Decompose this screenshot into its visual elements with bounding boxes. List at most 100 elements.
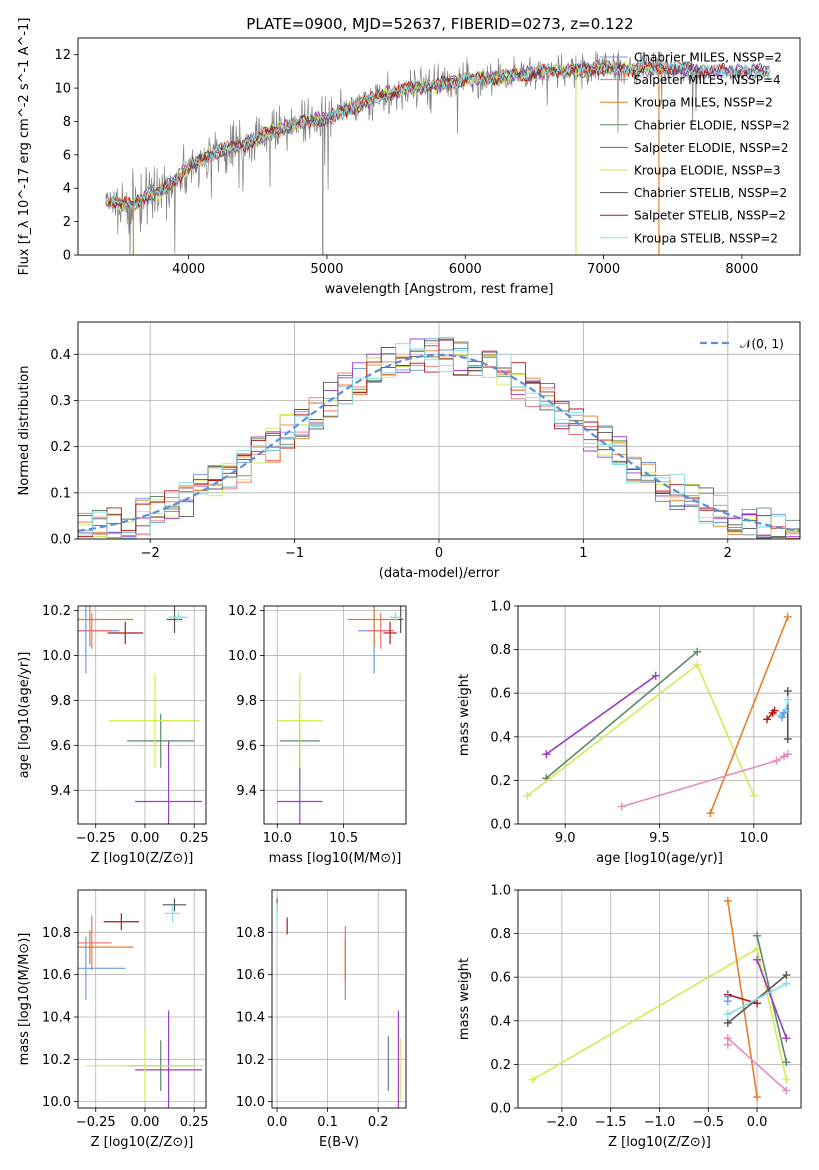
plot-area (276, 898, 402, 1108)
y-tick-label: 0.0 (490, 1102, 511, 1117)
x-tick-label: 0.0 (747, 1115, 768, 1130)
x-axis-label: wavelength [Angstrom, rest frame] (325, 282, 554, 297)
plot-area (528, 896, 791, 1102)
x-tick-label: 9.5 (649, 831, 670, 846)
x-tick-label: −2.0 (546, 1115, 578, 1130)
x-tick-label: 1 (579, 546, 587, 561)
y-tick-label: 9.8 (236, 694, 257, 709)
y-tick-label: 10.6 (236, 968, 265, 983)
plot-area (78, 606, 203, 824)
y-axis-label: Flux [f_λ 10^-17 erg cm^-2 s^-1 A^-1] (17, 18, 32, 276)
y-tick-label: 10.8 (236, 926, 265, 941)
y-tick-label: 10.6 (42, 968, 71, 983)
x-tick-label: −1 (285, 546, 304, 561)
y-tick-label: 9.8 (50, 694, 71, 709)
y-axis-label: Normed distribution (17, 366, 32, 496)
series-line (709, 616, 789, 814)
data-spectrum (105, 50, 701, 255)
x-axis-label: Z [log10(Z/Z⊙)] (91, 851, 194, 866)
x-tick-label: 0.0 (267, 1115, 288, 1130)
panel-mass-vs-Z: −0.25 0.00 0.25 10.0 10.2 10.4 10.6 10.8 Z [log1… (17, 889, 209, 1150)
y-tick-label: 0.4 (490, 1014, 511, 1029)
plot-frame (517, 889, 802, 1109)
y-tick-label: 10.2 (42, 1053, 71, 1068)
panel-mass-vs-EBV: 0.0 0.1 0.2 10.0 10.2 10.4 10.6 10.8 E(B-V) (236, 889, 407, 1150)
y-tick-label: 0.4 (50, 348, 71, 363)
y-tick-label: 0.2 (50, 440, 71, 455)
x-tick-label: 8000 (725, 262, 758, 277)
legend-label: Kroupa ELODIE, NSSP=3 (634, 164, 781, 178)
y-tick-label: 10.0 (42, 1095, 71, 1110)
legend-label: Chabrier STELIB, NSSP=2 (634, 186, 787, 200)
y-tick-label: 0.6 (490, 971, 511, 986)
series-line (621, 753, 789, 808)
y-tick-label: 9.4 (236, 784, 257, 799)
series-line (545, 651, 698, 779)
plot-frame (77, 37, 801, 256)
model-spectrum (105, 60, 771, 209)
histogram-series (78, 343, 800, 539)
plot-area (78, 898, 205, 1108)
y-axis-label: mass [log10(M/M⊙)] (17, 933, 32, 1066)
y-tick-label: 10.0 (236, 1095, 265, 1110)
y-tick-label: 10.4 (42, 1010, 71, 1025)
y-tick-label: 10.8 (42, 926, 71, 941)
y-tick-label: 4 (63, 182, 71, 197)
x-tick-label: 0.00 (130, 831, 159, 846)
x-tick-label: 10.0 (263, 831, 292, 846)
y-tick-label: 12 (54, 48, 71, 63)
x-tick-label: 10.0 (739, 831, 768, 846)
plot-frame (271, 889, 407, 1109)
y-tick-label: 10.2 (236, 1053, 265, 1068)
panel-age-vs-mass: 10.0 10.5 9.4 9.6 9.8 10.0 10.2 mass [log10(M/M… (228, 604, 407, 866)
x-tick-label: 0.00 (130, 1115, 159, 1130)
x-tick-label: 2 (724, 546, 732, 561)
x-tick-label: −0.25 (76, 831, 116, 846)
y-tick-label: 10.0 (228, 649, 257, 664)
plot-area (105, 50, 771, 255)
y-tick-label: 0.4 (490, 730, 511, 745)
x-tick-label: 0 (435, 546, 443, 561)
x-tick-label: 0.25 (180, 831, 209, 846)
y-tick-label: 0.2 (490, 1058, 511, 1073)
plot-frame (517, 605, 802, 825)
y-tick-label: 6 (63, 148, 71, 163)
series-line (727, 982, 787, 1016)
x-tick-label: −0.25 (76, 1115, 116, 1130)
panel-spectrum: 4000 5000 6000 7000 8000 0 2 4 6 8 10 12 wavelength … (17, 18, 801, 297)
plot-area (277, 606, 404, 824)
y-tick-label: 0.2 (490, 774, 511, 789)
x-axis-label: (data-model)/error (379, 566, 500, 581)
x-axis-label: mass [log10(M/M⊙)] (269, 851, 402, 866)
y-tick-label: 9.6 (50, 739, 71, 754)
y-tick-label: 8 (63, 115, 71, 130)
panel-mass-weight-vs-age: 9.0 9.5 10.0 0.0 0.2 0.4 0.6 0.8 1.0 age [log10(a… (457, 600, 802, 866)
x-axis-label: E(B-V) (319, 1135, 359, 1150)
y-axis-label: mass weight (457, 674, 472, 756)
x-tick-label: 0.2 (368, 1115, 389, 1130)
x-tick-label: −0.5 (693, 1115, 725, 1130)
legend-label: Kroupa STELIB, NSSP=2 (634, 231, 778, 245)
x-tick-label: −1.0 (644, 1115, 676, 1130)
y-tick-label: 9.6 (236, 739, 257, 754)
plot-frame (263, 605, 407, 825)
y-tick-label: 0.3 (50, 394, 71, 409)
y-tick-label: 1.0 (490, 600, 511, 615)
x-tick-label: 10.5 (329, 831, 358, 846)
x-tick-label: −1.5 (595, 1115, 627, 1130)
series-line (766, 710, 776, 720)
gaussian-curve (78, 353, 800, 532)
y-axis-label: mass weight (457, 958, 472, 1040)
y-tick-label: 0 (63, 249, 71, 264)
y-axis-label: age [log10(age/yr)] (17, 652, 32, 779)
series-line (526, 663, 755, 797)
x-tick-label: 4000 (172, 262, 205, 277)
y-tick-label: 0.1 (50, 486, 71, 501)
y-tick-label: 10 (54, 82, 71, 97)
legend-label: Salpeter STELIB, NSSP=2 (634, 209, 786, 223)
y-tick-label: 10.2 (42, 604, 71, 619)
x-axis-label: Z [log10(Z/Z⊙)] (91, 1135, 194, 1150)
panel-mass-weight-vs-Z: −2.0 −1.5 −1.0 −0.5 0.0 0.0 0.2 0.4 0.6 0.8 1.0 Z [… (457, 884, 802, 1150)
figure-title: PLATE=0900, MJD=52637, FIBERID=0273, z=0… (246, 15, 633, 33)
y-tick-label: 10.4 (236, 1010, 265, 1025)
